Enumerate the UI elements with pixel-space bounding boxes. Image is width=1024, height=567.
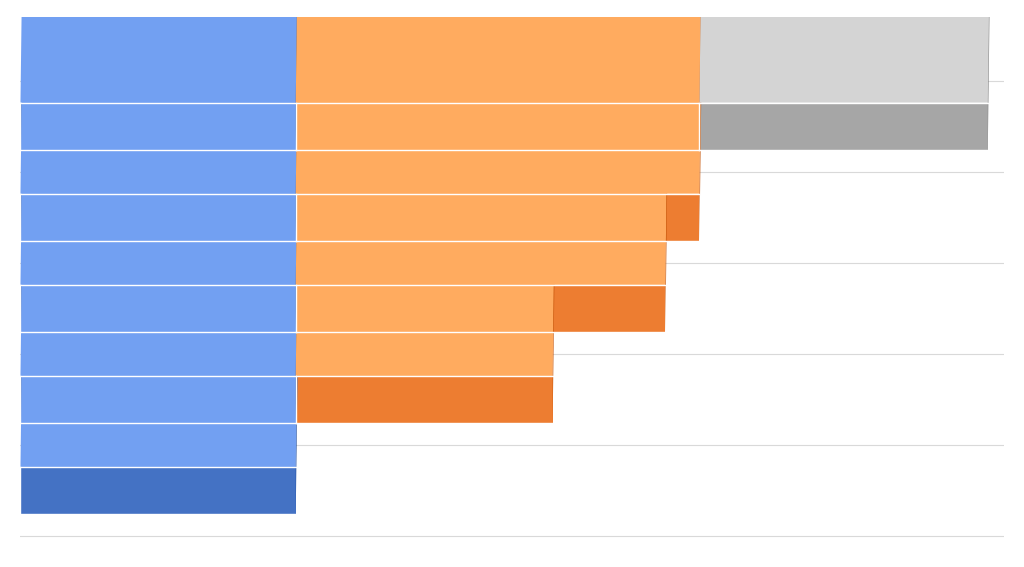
Bar xyxy=(699,103,988,150)
Bar xyxy=(296,376,553,424)
Bar xyxy=(20,285,296,332)
Polygon shape xyxy=(296,0,307,514)
Polygon shape xyxy=(699,0,711,150)
Polygon shape xyxy=(553,0,564,424)
Polygon shape xyxy=(296,0,307,332)
Polygon shape xyxy=(296,0,307,424)
Polygon shape xyxy=(20,0,307,103)
Polygon shape xyxy=(20,0,307,194)
Polygon shape xyxy=(20,0,307,467)
Polygon shape xyxy=(20,0,307,285)
Polygon shape xyxy=(988,0,999,150)
Polygon shape xyxy=(296,0,677,285)
Polygon shape xyxy=(296,0,564,376)
Polygon shape xyxy=(296,0,711,103)
Bar xyxy=(296,103,699,150)
Polygon shape xyxy=(699,0,711,241)
Polygon shape xyxy=(296,0,307,150)
Polygon shape xyxy=(20,0,307,376)
Bar xyxy=(20,467,296,514)
Bar xyxy=(20,103,296,150)
Polygon shape xyxy=(699,0,999,103)
Bar xyxy=(20,376,296,424)
Polygon shape xyxy=(296,0,711,194)
Bar xyxy=(296,194,699,241)
Polygon shape xyxy=(666,0,677,332)
Bar xyxy=(296,285,666,332)
Bar xyxy=(20,194,296,241)
Polygon shape xyxy=(296,0,307,241)
